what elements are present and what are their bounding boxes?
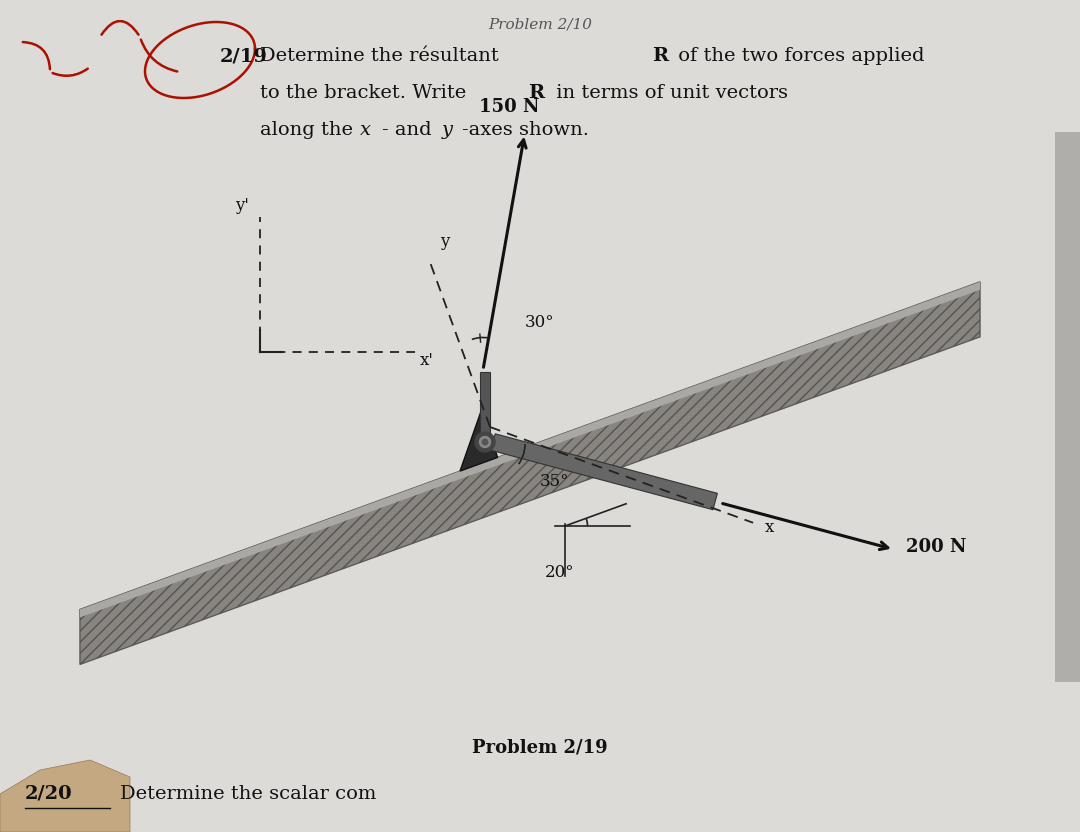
Text: y': y'	[235, 197, 248, 214]
Circle shape	[475, 432, 495, 452]
Text: 30°: 30°	[525, 314, 555, 330]
Text: to the bracket. Write: to the bracket. Write	[260, 84, 473, 102]
Text: in terms of unit vectors: in terms of unit vectors	[550, 84, 788, 102]
Text: 2/20: 2/20	[25, 785, 72, 803]
Text: - and: - and	[382, 121, 437, 139]
FancyBboxPatch shape	[1055, 132, 1080, 682]
Polygon shape	[460, 407, 498, 471]
Polygon shape	[80, 282, 980, 665]
Text: Problem 2/10: Problem 2/10	[488, 17, 592, 31]
Text: y: y	[442, 121, 453, 139]
Text: x: x	[765, 519, 774, 537]
Text: 2/19: 2/19	[220, 47, 268, 65]
Text: of the two forces applied: of the two forces applied	[672, 47, 924, 65]
Polygon shape	[0, 760, 130, 832]
Text: -axes shown.: -axes shown.	[462, 121, 589, 139]
Text: R: R	[652, 47, 669, 65]
Text: 200 N: 200 N	[906, 538, 967, 557]
Text: y: y	[441, 233, 449, 250]
Text: Problem 2/19: Problem 2/19	[472, 738, 608, 756]
Circle shape	[480, 437, 490, 448]
Polygon shape	[480, 372, 490, 450]
Text: 35°: 35°	[540, 473, 569, 491]
Text: Determine the scalar com: Determine the scalar com	[120, 785, 376, 803]
Text: along the: along the	[260, 121, 360, 139]
Polygon shape	[490, 433, 717, 510]
Circle shape	[482, 439, 488, 445]
Text: 150 N: 150 N	[480, 97, 540, 116]
Text: Determine the résultant: Determine the résultant	[260, 47, 505, 65]
Text: x': x'	[420, 351, 434, 369]
Polygon shape	[80, 282, 980, 617]
Text: x: x	[360, 121, 372, 139]
Text: 20°: 20°	[545, 564, 575, 581]
Text: R: R	[528, 84, 544, 102]
